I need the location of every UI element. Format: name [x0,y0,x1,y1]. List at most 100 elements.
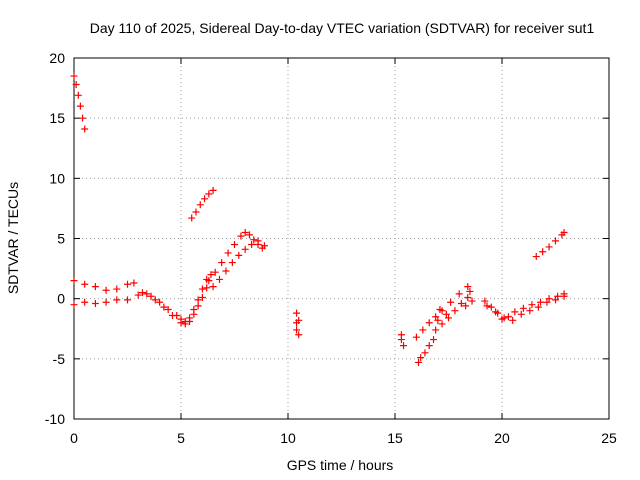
data-point [228,259,236,267]
data-point [442,310,450,318]
data-point [79,114,87,122]
data-point [205,190,213,198]
series-arc-b [70,284,211,328]
x-tick-label: 5 [177,430,185,446]
data-point [231,241,238,249]
data-point [509,316,517,324]
data-point [487,303,495,311]
data-point [91,299,99,307]
series-arc-k [532,228,568,261]
data-point [415,358,423,366]
data-point [293,309,301,317]
data-point [203,284,211,292]
data-point [81,125,89,133]
data-point [543,298,551,306]
series-arc-d [205,228,266,285]
data-point [241,228,249,236]
data-point [216,275,224,283]
data-point [147,292,155,300]
data-point [425,342,433,350]
data-point [201,195,209,203]
data-point [481,297,489,305]
data-points [70,72,568,366]
data-point [181,320,189,328]
data-point [194,302,202,310]
data-point [245,231,253,239]
data-point [466,287,474,295]
y-tick-label: -10 [45,411,65,427]
data-point [198,285,206,293]
x-tick-label: 25 [601,430,617,446]
data-point [188,214,196,222]
data-point [545,295,553,303]
grid-lines [74,58,609,419]
data-point [430,336,438,344]
data-point [222,267,230,275]
data-point [432,313,440,321]
data-point [397,336,405,344]
data-point [554,292,562,300]
data-point [517,310,525,318]
y-tick-label: 15 [49,110,65,126]
y-tick-label: 0 [57,291,65,307]
data-point [186,318,194,326]
data-point [293,326,301,334]
data-point [74,91,82,99]
data-point [432,326,440,334]
series-arc-i [481,290,568,323]
data-point [534,303,542,311]
data-point [72,80,80,88]
y-tick-label: 5 [57,231,65,247]
data-point [419,326,427,334]
data-point [528,301,536,309]
chart-title: Day 110 of 2025, Sidereal Day-to-day VTE… [90,20,595,36]
data-point [250,236,258,244]
data-point [468,297,476,305]
data-point [113,285,121,293]
data-point [254,237,262,245]
data-point [209,186,217,194]
data-point [537,298,545,306]
data-point [492,308,500,316]
series-arc-j [483,292,568,324]
data-point [421,349,429,357]
data-point [237,232,245,240]
data-point [457,299,465,307]
data-point [425,319,433,327]
x-tick-label: 0 [70,430,78,446]
data-point [113,296,121,304]
data-point [434,316,442,324]
x-axis-label: GPS time / hours [287,457,394,473]
series-arc-e [209,237,268,291]
data-point [81,280,89,288]
data-point [500,314,508,322]
data-point [194,296,202,304]
data-point [81,298,89,306]
series-isolated-15 [397,331,408,350]
data-point [70,72,78,80]
series-arc-a [70,271,215,326]
data-point [462,302,470,310]
data-point [218,259,226,267]
data-point [102,298,110,306]
data-point [511,308,519,316]
data-point [224,249,232,257]
data-point [164,305,172,313]
data-point [436,305,444,313]
data-point [260,242,268,250]
x-tick-label: 15 [387,430,403,446]
data-point [504,313,512,321]
data-point [192,208,200,216]
data-point [400,342,408,350]
data-point [545,243,553,251]
data-point [235,251,243,259]
series-arc-h [432,293,472,334]
data-point [196,201,204,209]
series-early-high [70,72,89,133]
data-point [560,292,568,300]
data-point [552,237,559,245]
data-point [464,293,472,301]
y-tick-label: -5 [53,351,66,367]
x-tick-label: 10 [280,430,296,446]
